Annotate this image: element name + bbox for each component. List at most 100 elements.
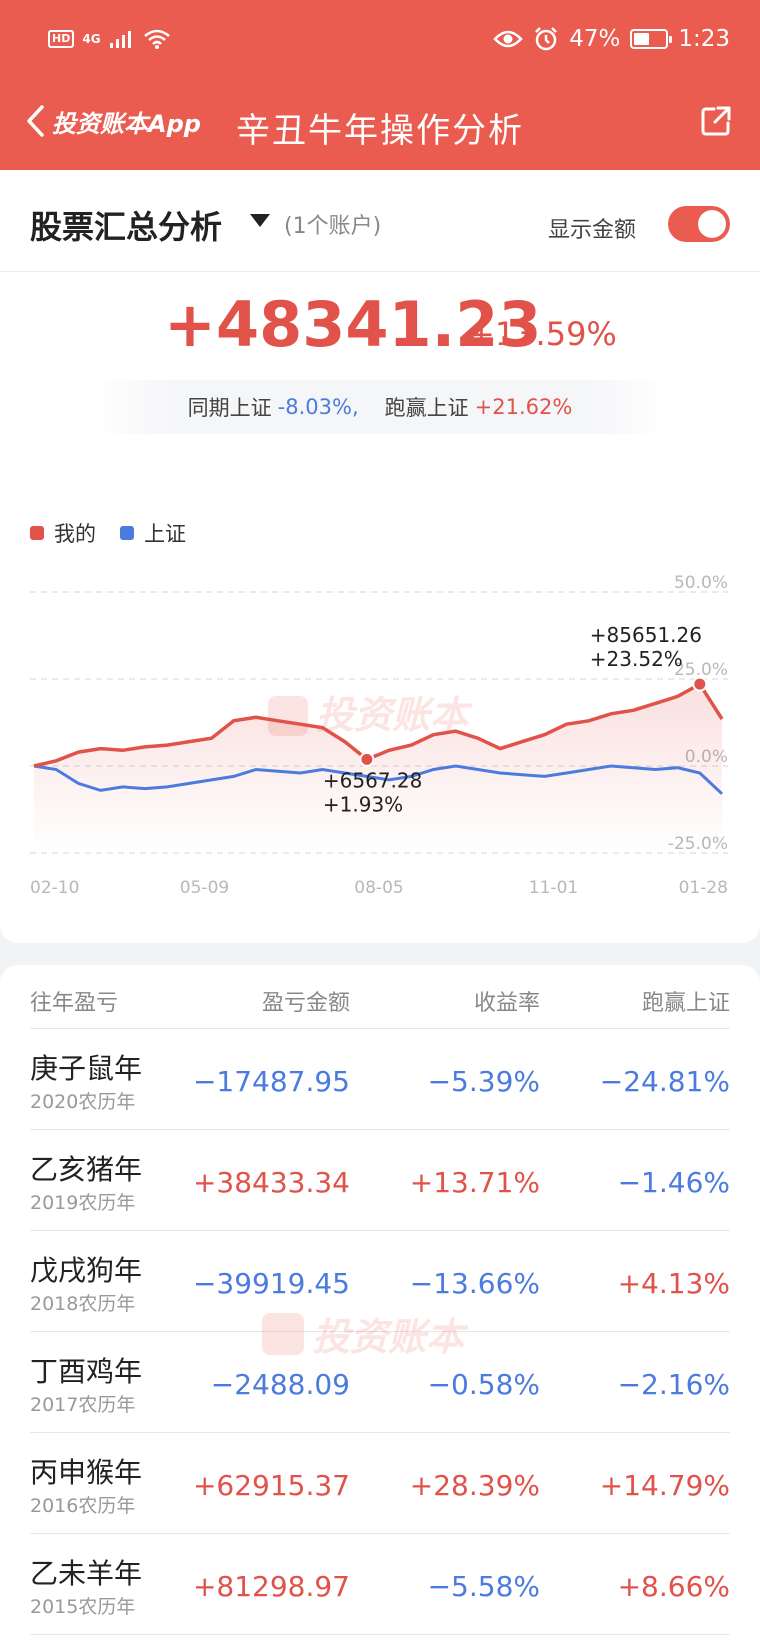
legend-item-index[interactable]: 上证 [120, 518, 186, 548]
chevron-left-icon [27, 105, 44, 137]
row-beat: −24.81% [599, 1065, 730, 1098]
eye-icon [493, 30, 523, 48]
table-row[interactable]: 丙申猴年 2016农历年 +62915.37 +28.39% +14.79% [30, 1433, 730, 1534]
row-beat: −2.16% [617, 1368, 730, 1401]
total-return-pct: +13.59% [468, 315, 617, 353]
y-tick-label: 50.0% [674, 573, 728, 593]
wifi-icon [143, 29, 170, 49]
back-button[interactable]: 投资账本App [24, 103, 201, 139]
summary-card: 股票汇总分析 (1个账户) 显示金额 +48341.23 +13.59% 同期上… [0, 170, 760, 943]
status-left: HD 4G [48, 28, 171, 50]
compare-label: 同期上证 [187, 396, 272, 420]
x-tick-label: 01-28 [679, 878, 728, 898]
x-tick-label: 02-10 [30, 878, 79, 898]
beat-value: +21.62% [474, 395, 573, 419]
show-amount-label: 显示金额 [548, 218, 637, 243]
x-tick-label: 08-05 [354, 878, 403, 898]
row-beat: −1.46% [617, 1166, 730, 1199]
row-year-sub: 2015农历年 [30, 1596, 136, 1618]
row-rate: +28.39% [409, 1469, 540, 1502]
row-amount: −39919.45 [192, 1267, 350, 1300]
total-profit: +48341.23 [164, 288, 542, 361]
battery-icon [630, 29, 673, 49]
header-year: 往年盈亏 [30, 991, 119, 1016]
x-tick-label: 11-01 [529, 878, 578, 898]
min-point-marker[interactable] [359, 751, 375, 767]
row-rate: −5.58% [427, 1570, 540, 1603]
chart-legend: 我的 上证 [30, 518, 210, 548]
table-header: 往年盈亏 盈亏金额 收益率 跑赢上证 [30, 965, 730, 1029]
row-year-sub: 2020农历年 [30, 1091, 136, 1113]
legend-label-mine: 我的 [54, 522, 96, 546]
max-point-marker[interactable] [692, 676, 708, 692]
share-button[interactable] [698, 103, 734, 143]
return-chart[interactable]: 50.0%25.0%0.0%-25.0% 投资账本 +85651.26+23.5… [0, 560, 760, 900]
row-beat: +14.79% [599, 1469, 730, 1502]
share-icon [701, 106, 731, 136]
compare-value: -8.03%, [277, 395, 359, 419]
legend-label-index: 上证 [144, 522, 186, 546]
row-year-name: 戊戌狗年 [30, 1254, 143, 1287]
row-year-name: 丁酉鸡年 [30, 1355, 143, 1388]
row-year-name: 乙未羊年 [30, 1557, 143, 1590]
row-year-name: 乙亥猪年 [30, 1153, 143, 1186]
table-row[interactable]: 丁酉鸡年 2017农历年 −2488.09 −0.58% −2.16% [30, 1332, 730, 1433]
row-year-sub: 2016农历年 [30, 1495, 136, 1517]
header-amount[interactable]: 盈亏金额 [261, 991, 350, 1016]
page-title: 辛丑牛年操作分析 [236, 111, 524, 151]
row-amount: −17487.95 [192, 1065, 350, 1098]
row-rate: −13.66% [409, 1267, 540, 1300]
account-count: (1个账户) [284, 214, 382, 239]
row-beat: +8.66% [617, 1570, 730, 1603]
battery-percent: 47% [569, 26, 621, 52]
history-card: 往年盈亏 盈亏金额 收益率 跑赢上证 庚子鼠年 2020农历年 −17487.95 −… [0, 965, 760, 1647]
series-mine-area [34, 684, 722, 853]
status-bar: HD 4G 47% 1:23 [0, 0, 760, 85]
max-point-amount: +85651.26 [590, 623, 702, 647]
row-year-sub: 2017农历年 [30, 1394, 136, 1416]
row-amount: +38433.34 [192, 1166, 350, 1199]
row-rate: −0.58% [427, 1368, 540, 1401]
table-row[interactable]: 戊戌狗年 2018农历年 −39919.45 −13.66% +4.13% [30, 1231, 730, 1332]
row-beat: +4.13% [617, 1267, 730, 1300]
status-right: 47% 1:23 [493, 26, 730, 52]
alarm-icon [535, 27, 558, 51]
row-year-sub: 2018农历年 [30, 1293, 136, 1315]
legend-swatch-index [120, 526, 134, 540]
table-row[interactable]: 庚子鼠年 2020农历年 −17487.95 −5.39% −24.81% [30, 1029, 730, 1130]
legend-swatch-mine [30, 526, 44, 540]
back-label: 投资账本App [52, 109, 201, 138]
min-point-pct: +1.93% [323, 792, 403, 816]
legend-item-mine[interactable]: 我的 [30, 518, 96, 548]
row-amount: +62915.37 [192, 1469, 350, 1502]
header-beat[interactable]: 跑赢上证 [641, 991, 730, 1016]
benchmark-compare: 同期上证 -8.03%, 跑赢上证 +21.62% [90, 380, 670, 434]
row-rate: −5.39% [427, 1065, 540, 1098]
summary-title[interactable]: 股票汇总分析 [30, 208, 223, 246]
max-point-pct: +23.52% [590, 647, 683, 671]
table-row[interactable]: 乙未羊年 2015农历年 +81298.97 −5.58% +8.66% [30, 1534, 730, 1635]
caret-down-icon[interactable] [250, 214, 270, 227]
table-row[interactable]: 乙亥猪年 2019农历年 +38433.34 +13.71% −1.46% [30, 1130, 730, 1231]
x-tick-label: 05-09 [180, 878, 229, 898]
y-tick-label: 25.0% [674, 660, 728, 680]
row-year-sub: 2019农历年 [30, 1192, 136, 1214]
row-amount: −2488.09 [210, 1368, 350, 1401]
row-year-name: 庚子鼠年 [30, 1052, 143, 1085]
show-amount-toggle[interactable] [668, 206, 730, 242]
series-mine-line [33, 681, 724, 768]
row-rate: +13.71% [409, 1166, 540, 1199]
header-rate[interactable]: 收益率 [473, 991, 540, 1016]
row-year-name: 丙申猴年 [30, 1456, 143, 1489]
min-point-amount: +6567.28 [323, 768, 422, 792]
row-amount: +81298.97 [192, 1570, 350, 1603]
chart-watermark: 投资账本 [316, 693, 473, 737]
network-label: 4G [82, 32, 101, 46]
clock-time: 1:23 [678, 26, 730, 52]
beat-label: 跑赢上证 [384, 396, 469, 420]
signal-icon [109, 31, 131, 48]
nav-bar: 投资账本App 辛丑牛年操作分析 [0, 85, 760, 170]
series-index-line [33, 764, 724, 795]
hd-icon: HD [48, 30, 75, 48]
summary-header: 股票汇总分析 (1个账户) 显示金额 [0, 170, 760, 272]
